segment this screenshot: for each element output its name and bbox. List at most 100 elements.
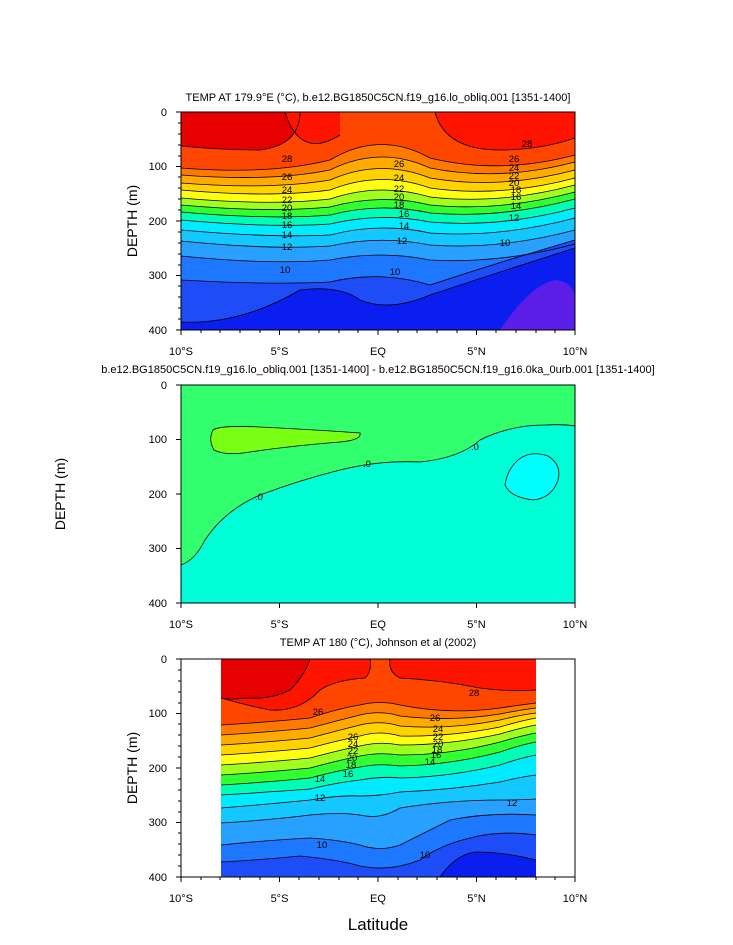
panel-3-ticks <box>176 658 576 882</box>
p3-xtick-5N: 5°N <box>467 893 486 905</box>
p1-label-3: 24 <box>282 185 293 196</box>
p1-ytick-400: 400 <box>149 325 167 337</box>
p3-label-20: 10 <box>420 850 431 861</box>
p1-contour-25 <box>181 168 575 187</box>
p3-label-13: 24 <box>433 724 444 735</box>
p1-label-28: 12 <box>509 213 520 224</box>
p3-label-7: 18 <box>346 760 357 771</box>
p1-contour-24 <box>181 177 575 195</box>
p1-label-16: 16 <box>399 209 410 220</box>
p1-x-minor-ticks <box>200 330 556 333</box>
panel-1: TEMP AT 179.9°E (°C), b.e12.BG1850C5CN.f… <box>124 92 587 358</box>
p1-contour-16 <box>181 217 575 237</box>
p3-contour-28 <box>221 659 536 711</box>
p3-contour-30 <box>221 659 311 700</box>
p3-contour-24 <box>221 717 536 756</box>
p1-label-22: 24 <box>509 163 520 174</box>
panel-1-band-violet <box>500 280 575 330</box>
panel-3-y-tick-labels: 0 100 200 300 400 <box>149 654 167 884</box>
p1-label-14: 20 <box>394 192 405 203</box>
p1-label-2: 26 <box>282 172 293 183</box>
panel-3-plot-area: 28 26 26 24 22 20 18 16 14 12 10 26 24 2… <box>221 659 536 877</box>
p1-ytick-100: 100 <box>149 161 167 173</box>
p1-label-17: 14 <box>399 221 410 232</box>
p1-ytick-300: 300 <box>149 270 167 282</box>
p3-contour-20 <box>221 741 536 786</box>
p2-xtick-10S: 10°S <box>169 619 193 631</box>
p3-contour-25 <box>221 712 536 746</box>
panel-1-ticks <box>176 111 576 335</box>
panel-3-band-t9 <box>440 852 536 877</box>
panel-2: b.e12.BG1850C5CN.f19_g16.lo_obliq.001 [1… <box>52 364 655 631</box>
p2-ytick-400: 400 <box>149 598 167 610</box>
p3-contour-22 <box>221 732 536 776</box>
panel-3-band-t29-west <box>221 659 371 711</box>
p1-x-major-ticks <box>180 330 576 335</box>
p3-contour-16 <box>221 774 536 809</box>
p1-contour-23 <box>181 184 575 203</box>
p2-ytick-0: 0 <box>161 380 167 392</box>
p3-label-12: 26 <box>430 713 441 724</box>
p3-label-18: 14 <box>425 757 436 768</box>
p3-label-6: 20 <box>347 753 358 764</box>
p2-contour-cyan <box>504 453 560 501</box>
panel-2-x-tick-labels: 10°S 5°S EQ 5°N 10°N <box>169 619 587 631</box>
p3-contour-12 <box>221 813 536 849</box>
p3-label-15: 20 <box>433 739 444 750</box>
panel-2-cyan-region <box>181 424 575 603</box>
panel-2-contour-labels: .0 .0 .0 <box>255 442 479 503</box>
p3-label-5: 22 <box>348 746 359 757</box>
p1-contour-22 <box>181 191 575 210</box>
p3-label-16: 18 <box>432 745 443 756</box>
p1-label-1: 28 <box>282 154 293 165</box>
p1-label-8: 14 <box>282 230 293 241</box>
panel-1-warm-pool-west-edge <box>285 112 340 144</box>
p1-contour-10 <box>181 239 575 286</box>
p2-xtick-EQ: EQ <box>370 619 386 631</box>
p3-ytick-300: 300 <box>149 817 167 829</box>
panel-1-plot-area: 28 26 24 22 20 18 16 14 12 10 26 24 22 2… <box>181 112 575 330</box>
p3-label-10: 12 <box>315 793 326 804</box>
panel-3: TEMP AT 180 (°C), Johnson et al (2002) <box>124 637 587 905</box>
p1-contour-26 <box>181 156 575 178</box>
p1-contour-9 <box>181 247 575 323</box>
p3-xtick-10N: 10°N <box>563 893 588 905</box>
p1-xtick-5N: 5°N <box>467 346 486 358</box>
p1-contour-28 <box>284 112 575 151</box>
p1-label-5: 20 <box>282 203 293 214</box>
panel-2-title: b.e12.BG1850C5CN.f19_g16.lo_obliq.001 [1… <box>101 364 654 376</box>
panel-3-contour-lines <box>221 659 536 877</box>
p2-x-major-ticks <box>180 603 576 608</box>
panel-2-y-tick-labels: 0 100 200 300 400 <box>149 380 167 610</box>
p3-contour-26 <box>221 707 536 736</box>
p2-ytick-300: 300 <box>149 543 167 555</box>
p3-xtick-EQ: EQ <box>370 893 386 905</box>
p1-label-21: 26 <box>509 154 520 165</box>
p3-contour-23 <box>221 724 536 766</box>
p1-xtick-EQ: EQ <box>370 346 386 358</box>
p1-contour-18 <box>181 207 575 226</box>
p3-label-1: 28 <box>469 688 480 699</box>
panel-1-contour-labels: 28 26 24 22 20 18 16 14 12 10 26 24 22 2… <box>280 139 533 278</box>
p2-ytick-100: 100 <box>149 434 167 446</box>
panel-1-x-tick-labels: 10°S 5°S EQ 5°N 10°N <box>169 346 587 358</box>
panel-3-title: TEMP AT 180 (°C), Johnson et al (2002) <box>280 637 476 649</box>
p3-ytick-400: 400 <box>149 872 167 884</box>
p3-label-8: 16 <box>343 769 354 780</box>
p1-label-29: 10 <box>500 238 511 249</box>
panel-1-ylabel: DEPTH (m) <box>124 185 140 257</box>
panel-3-band-t29-east <box>389 659 536 691</box>
p3-label-17: 16 <box>431 750 442 761</box>
p3-y-minor-ticks <box>178 669 181 867</box>
p2-xtick-10N: 10°N <box>563 619 588 631</box>
p3-contour-14 <box>221 798 536 824</box>
p1-label-4: 22 <box>282 195 293 206</box>
p1-label-19: 10 <box>390 267 401 278</box>
p2-xtick-5N: 5°N <box>467 619 486 631</box>
p2-contour-lime <box>210 426 361 454</box>
p3-label-4: 24 <box>348 739 359 750</box>
p1-label-12: 24 <box>394 173 405 184</box>
p1-contour-30 <box>181 112 301 151</box>
p1-label-7: 16 <box>282 220 293 231</box>
